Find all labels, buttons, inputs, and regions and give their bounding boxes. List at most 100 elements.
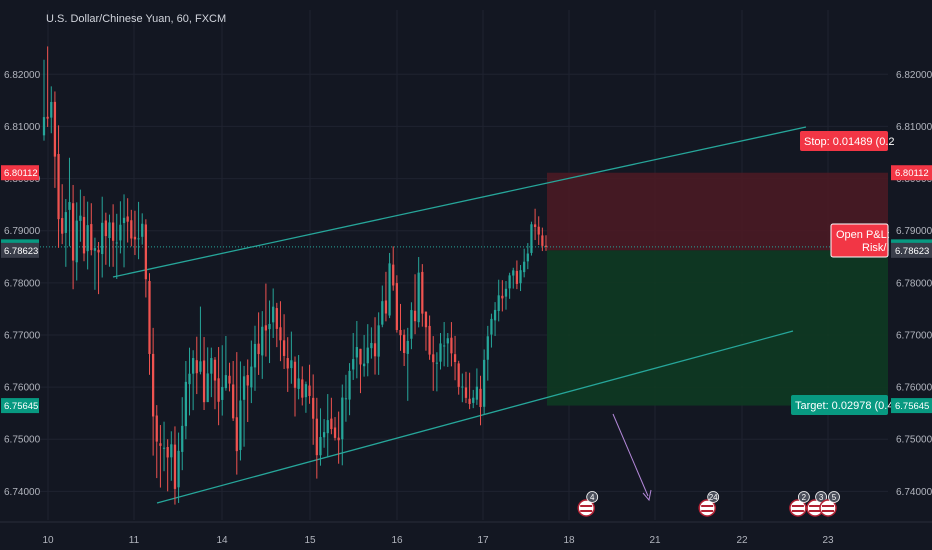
candle-body: [428, 325, 431, 355]
candle: [275, 302, 278, 348]
candle-body: [384, 300, 388, 314]
candle-body: [261, 326, 264, 356]
candle-body: [246, 375, 249, 386]
candle-body: [122, 217, 126, 224]
candle-body: [235, 417, 238, 452]
candle-body: [493, 309, 497, 321]
candle-body: [362, 363, 366, 367]
candle: [377, 312, 380, 375]
candle-body: [395, 283, 398, 330]
candle: [213, 357, 217, 410]
candle: [370, 327, 373, 359]
candle: [144, 219, 147, 298]
candle: [512, 267, 515, 289]
candle: [184, 361, 187, 440]
candle: [468, 372, 471, 410]
candle-body: [53, 101, 57, 157]
candle: [472, 389, 475, 409]
candle-body: [541, 235, 544, 246]
candle-body: [286, 358, 289, 369]
candle: [530, 221, 533, 256]
candle-body: [533, 224, 537, 227]
candle-body: [64, 212, 67, 233]
candle-body: [512, 270, 515, 276]
candle: [504, 280, 508, 310]
candle: [501, 280, 504, 312]
candle: [297, 355, 300, 400]
candle: [403, 329, 406, 367]
candle-body: [253, 343, 257, 368]
candle: [341, 384, 344, 466]
y-tick-label-right: 6.76000: [896, 383, 932, 394]
x-tick-label: 10: [42, 535, 54, 546]
candle: [479, 375, 482, 426]
candle: [373, 317, 377, 375]
event-count-text: 2: [802, 493, 807, 502]
candle: [443, 322, 446, 367]
candle-body: [406, 340, 409, 354]
candle-body: [483, 359, 486, 407]
candle: [93, 237, 97, 290]
candle: [111, 204, 115, 267]
candle: [490, 313, 493, 348]
candle-body: [159, 443, 162, 446]
candle: [242, 365, 246, 447]
candle: [53, 91, 57, 188]
candle: [355, 320, 358, 379]
candle-body: [432, 354, 435, 363]
candle-body: [50, 101, 53, 118]
candle: [97, 242, 100, 295]
x-tick-label: 22: [736, 535, 748, 546]
candle: [486, 325, 489, 381]
candle-body: [410, 310, 413, 339]
candle: [152, 327, 155, 456]
candle: [119, 201, 122, 254]
stop-label-bg: [800, 131, 888, 151]
y-tick-label-left: 6.74000: [4, 487, 41, 498]
projection-arrow-head: [642, 489, 652, 502]
candle: [221, 345, 224, 416]
candle: [166, 439, 169, 492]
candle: [344, 374, 348, 422]
price-tag-left: 6.80112: [1, 165, 39, 181]
candle: [290, 331, 293, 384]
candle-body: [421, 271, 424, 314]
price-tag-bg: [891, 242, 932, 258]
y-tick-label-right: 6.82000: [896, 70, 932, 81]
candle-body: [181, 425, 184, 452]
time-axis: 10 11 14 15 16 17 18 21 22 23: [42, 535, 834, 546]
candle-body: [184, 381, 187, 427]
price-tag-text: 6.80112: [4, 168, 38, 179]
candle: [122, 194, 126, 268]
candle-body: [490, 318, 493, 335]
candle: [90, 203, 93, 256]
price-tag-text: 6.80112: [895, 168, 929, 179]
candle: [224, 335, 228, 391]
candle-body: [79, 215, 82, 221]
candle: [293, 356, 297, 417]
candle-body: [399, 329, 402, 336]
event-marker: 24: [698, 491, 720, 517]
event-count-badge: [707, 491, 720, 503]
candle: [64, 199, 67, 267]
candle: [483, 349, 486, 415]
candle: [279, 301, 282, 362]
y-tick-label-left: 6.75000: [4, 435, 41, 446]
candle-body: [93, 248, 97, 251]
pl-label-line2: Risk/I: [862, 242, 890, 254]
candle: [246, 359, 249, 422]
candle: [312, 374, 315, 445]
candle-body: [348, 370, 351, 400]
x-tick-label: 21: [649, 535, 661, 546]
candle: [348, 363, 351, 416]
candle-body: [86, 225, 89, 252]
pl-label: Open P&L:Risk/I: [830, 223, 890, 258]
candle: [406, 327, 409, 401]
y-tick-label-right: 6.81000: [896, 122, 932, 133]
candle: [381, 285, 384, 328]
event-marker: 2: [789, 491, 810, 517]
candle-body: [501, 295, 504, 299]
price-tag-right: 6.78623: [891, 242, 932, 258]
x-tick-label: 14: [216, 535, 228, 546]
